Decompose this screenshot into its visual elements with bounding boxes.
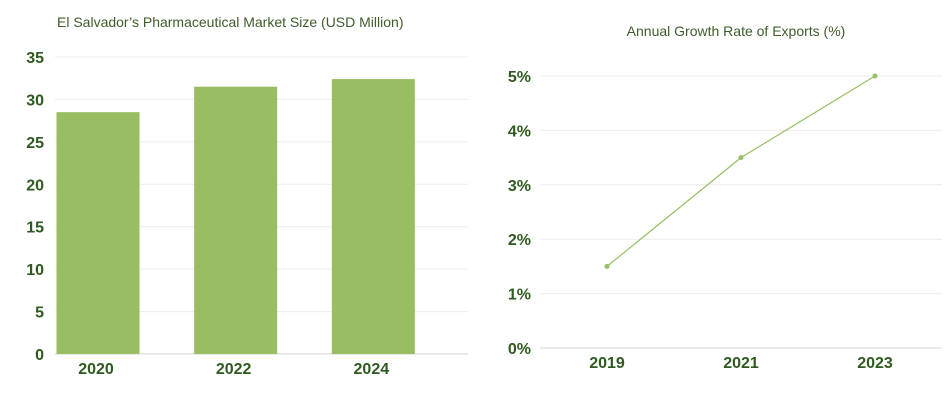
bar-ytick-label: 0 xyxy=(35,347,44,364)
line-ytick-label: 4% xyxy=(508,123,531,140)
line-ytick-label: 2% xyxy=(508,232,531,249)
bar-xtick-label: 2020 xyxy=(78,361,114,378)
line-xtick-label: 2023 xyxy=(857,355,893,372)
bar-xtick-label: 2024 xyxy=(354,361,390,378)
market-size-bar-chart: El Salvador’s Pharmaceutical Market Size… xyxy=(26,14,468,378)
line-chart-title: Annual Growth Rate of Exports (%) xyxy=(627,23,846,39)
bar-chart-title: El Salvador’s Pharmaceutical Market Size… xyxy=(57,14,404,30)
bar-ytick-label: 25 xyxy=(26,135,44,152)
bar-ytick-label: 10 xyxy=(26,262,44,279)
export-growth-line-chart: Annual Growth Rate of Exports (%) 0% 1% 2%… xyxy=(508,23,942,372)
line-point-2023 xyxy=(872,73,878,79)
bar-ytick-label: 5 xyxy=(35,305,44,322)
line-point-2019 xyxy=(604,263,610,269)
line-point-2021 xyxy=(738,155,744,161)
bar-ytick-label: 35 xyxy=(26,50,44,67)
line-xtick-label: 2021 xyxy=(723,355,759,372)
bar-ytick-label: 15 xyxy=(26,220,44,237)
bar-2022 xyxy=(194,86,278,354)
line-ytick-label: 5% xyxy=(508,69,531,86)
bar-ytick-label: 20 xyxy=(26,177,44,194)
line-ytick-label: 0% xyxy=(508,341,531,358)
bar-ytick-label: 30 xyxy=(26,92,44,109)
line-ytick-label: 1% xyxy=(508,287,531,304)
line-xtick-label: 2019 xyxy=(589,355,625,372)
line-ytick-label: 3% xyxy=(508,178,531,195)
bar-2020 xyxy=(56,112,140,355)
bar-2024 xyxy=(331,79,415,354)
export-growth-series-line xyxy=(606,75,876,267)
bar-xtick-label: 2022 xyxy=(216,361,252,378)
